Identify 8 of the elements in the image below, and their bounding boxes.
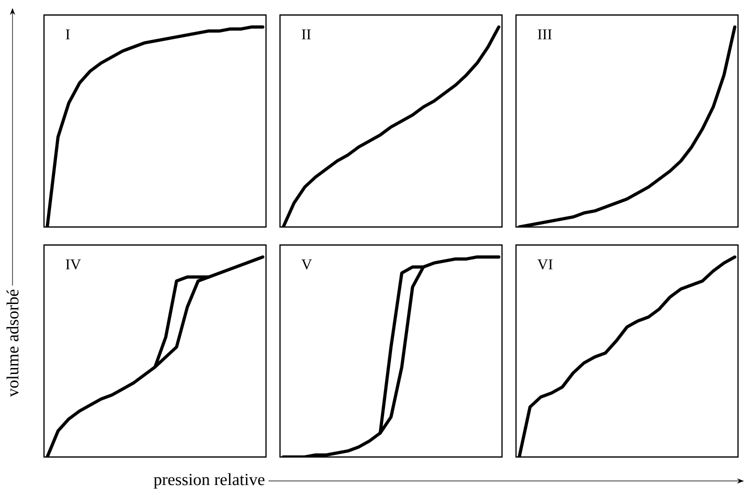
- chart-title: I: [66, 29, 70, 40]
- chart-title: IV: [66, 259, 81, 270]
- y-axis-title: volume adsorbé: [6, 290, 18, 397]
- chart-title: II: [302, 29, 311, 40]
- x-axis-title: pression relative: [154, 473, 264, 489]
- chart-title: III: [538, 29, 552, 40]
- chart-title: VI: [537, 259, 553, 270]
- chart-title: V: [301, 259, 312, 270]
